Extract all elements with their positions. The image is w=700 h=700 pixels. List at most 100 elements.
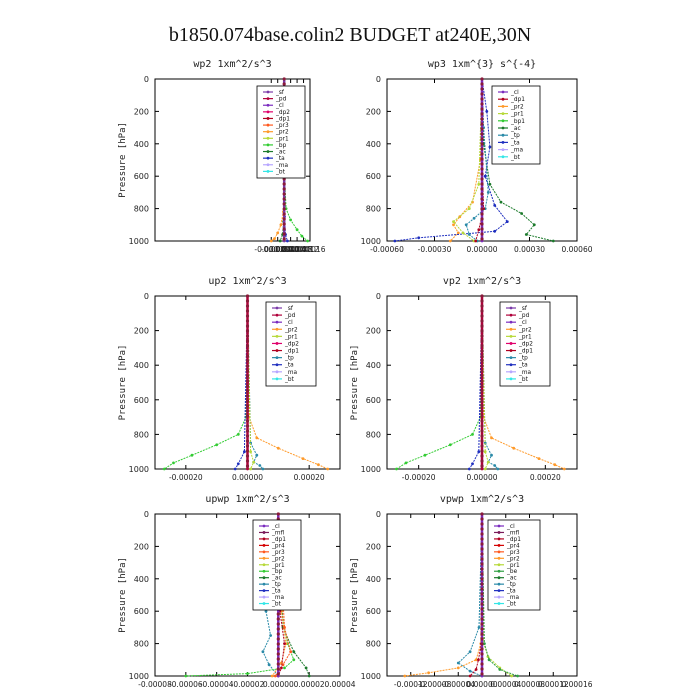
legend-entry: _pr3 [506, 550, 520, 556]
data-point [300, 234, 304, 238]
data-point [493, 204, 497, 207]
data-point [498, 668, 502, 671]
legend-entry: _pr1 [506, 563, 520, 569]
zero-marker [245, 414, 250, 418]
legend-marker [275, 370, 279, 374]
data-point [452, 220, 455, 224]
data-point [486, 655, 490, 658]
data-point [488, 182, 492, 186]
data-point [236, 433, 240, 436]
zero-marker [480, 409, 484, 413]
data-point [393, 239, 397, 243]
zero-marker [480, 537, 484, 541]
y-tick-label: 200 [134, 107, 149, 116]
figure-title: b1850.074base.colin2 BUDGET at240E,30N [169, 24, 531, 46]
data-point [477, 182, 481, 186]
data-point [261, 650, 265, 654]
zero-marker [480, 334, 484, 338]
x-tick-label: -0.00008 [254, 245, 288, 254]
zero-marker [276, 647, 280, 651]
legend-marker [266, 143, 270, 147]
legend-marker [501, 141, 505, 144]
zero-marker [480, 592, 484, 596]
y-tick-label: 400 [134, 361, 149, 370]
x-tick-label: -0.00004 [200, 680, 234, 689]
data-point [510, 674, 514, 678]
legend-entry: _pd [275, 97, 287, 103]
data-point [283, 626, 286, 629]
data-point [276, 446, 280, 450]
data-point [273, 674, 277, 678]
legend-entry: _ta [506, 589, 516, 595]
zero-marker [480, 587, 484, 591]
legend-entry: _pr1 [271, 563, 285, 569]
zero-marker [480, 652, 484, 656]
legend-entry: _pr1 [518, 334, 532, 340]
zero-marker [480, 419, 484, 423]
x-tick-label: 0.00004 [490, 680, 521, 689]
data-point [483, 467, 487, 471]
y-tick-label: 1000 [129, 672, 149, 681]
zero-marker [480, 294, 484, 298]
legend-entry: _cl [275, 103, 284, 109]
legend-marker [497, 543, 501, 547]
data-point [532, 223, 536, 227]
legend-marker [497, 576, 501, 580]
zero-marker [282, 232, 286, 236]
chart-panel-2: wp3 1xm^{3} s^{-4}02004006008001000-0.00… [361, 59, 593, 254]
y-tick-label: 200 [134, 327, 149, 336]
zero-marker [480, 162, 484, 166]
series-line-ta [394, 78, 509, 242]
chart-title: vpwp 1xm^2/s^3 [440, 494, 524, 505]
data-point [468, 674, 472, 678]
x-tick-label: -0.00012 [394, 680, 428, 689]
legend-marker [266, 90, 270, 94]
y-tick-label: 1000 [129, 465, 149, 474]
legend: _sf_pd_cl_pr2_pr1_dp2 _dp1_tp_ta_ma_bt [265, 301, 317, 387]
zero-marker [245, 309, 250, 313]
legend-marker [509, 363, 513, 367]
legend-entry: _ta [275, 156, 285, 162]
zero-marker [480, 424, 484, 428]
x-tick-label: 0.00020 [294, 473, 325, 482]
legend-marker [509, 327, 513, 331]
zero-marker [245, 429, 250, 433]
data-point [286, 239, 289, 243]
zero-marker [480, 672, 484, 676]
zero-marker [282, 227, 286, 231]
zero-marker [282, 222, 286, 226]
data-point [486, 191, 490, 194]
zero-marker [480, 384, 484, 388]
data-point [477, 658, 480, 662]
data-point [236, 462, 240, 466]
series-line-bp1 [452, 78, 483, 242]
legend-marker [262, 582, 266, 586]
data-point [488, 145, 492, 149]
x-tick-label: -0.00008 [138, 680, 172, 689]
data-point [215, 443, 219, 447]
data-point [258, 464, 262, 467]
legend-entry: _dp2 [275, 110, 290, 116]
y-tick-label: 600 [134, 172, 149, 181]
y-tick-label: 600 [134, 396, 149, 405]
legend-marker [262, 524, 266, 528]
zero-marker [480, 627, 484, 631]
zero-marker [480, 527, 484, 531]
legend-marker [509, 313, 513, 317]
zero-marker [245, 369, 250, 373]
legend-entry: _tp [284, 356, 294, 362]
zero-marker [245, 314, 250, 318]
zero-marker [245, 409, 250, 413]
data-point [246, 467, 249, 471]
y-tick-label: 0 [376, 510, 381, 519]
legend-marker [266, 169, 270, 173]
legend-marker [275, 306, 279, 310]
y-tick-label: 400 [366, 361, 381, 370]
data-point [477, 228, 481, 232]
x-tick-label: 0.00000 [466, 680, 497, 689]
data-point [326, 467, 330, 471]
zero-marker [480, 82, 484, 86]
data-point [551, 239, 555, 243]
y-tick-label: 200 [366, 542, 381, 551]
